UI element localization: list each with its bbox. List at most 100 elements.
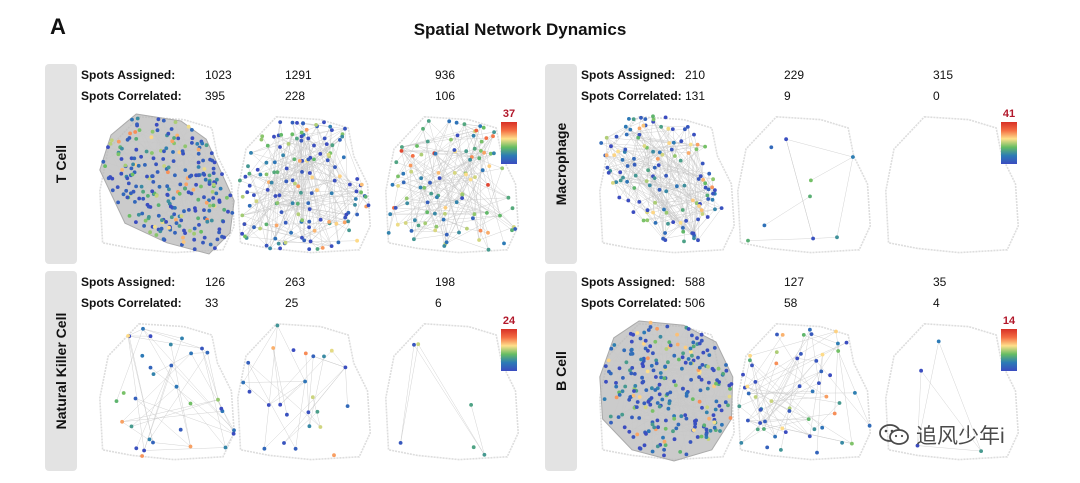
network-node [819,369,824,374]
network-node [643,346,648,351]
network-node [673,383,678,388]
network-node [665,324,670,329]
network-node [639,115,643,120]
network-node [513,227,517,231]
network-node [103,164,107,168]
network-node [139,154,143,159]
network-edge [435,131,476,154]
network-edge [810,156,854,181]
network-node [506,195,511,200]
network-edge [303,134,315,231]
network-edge [342,134,363,185]
network-edge [272,347,281,405]
network-edge [396,161,440,179]
network-node [681,229,686,234]
network-node [428,180,432,185]
network-edge [401,150,439,196]
network-node [258,172,263,177]
network-edge [748,381,756,394]
network-node [628,127,633,132]
network-node [192,231,197,236]
network-node [169,363,174,368]
network-edge [605,155,628,167]
spots-correlated-label: Spots Correlated: [81,296,182,310]
network-edge [345,367,348,407]
network-edge [622,177,685,186]
network-edge [615,332,638,387]
network-edge [658,164,699,241]
network-edge [461,193,489,250]
colorbar-max-label: 14 [1002,315,1016,327]
network-edge [917,445,982,452]
network-edge [116,328,144,402]
network-node [201,240,205,245]
network-panel [98,322,236,461]
network-node [419,152,424,157]
network-edge [175,122,186,171]
network-edge [445,159,471,208]
network-node [279,133,284,137]
network-node [230,211,235,215]
network-svg [98,113,520,255]
network-edge [454,151,489,186]
network-node [140,353,145,358]
network-panel [884,115,1020,254]
network-edge [388,207,396,233]
network-edge [639,128,685,186]
network-node [162,164,167,168]
network-node [129,156,134,161]
network-edge [188,192,223,222]
network-node [131,189,136,194]
network-node [409,229,414,233]
network-edge [331,350,346,368]
network-edge [247,362,296,449]
network-edge [632,334,651,405]
network-edge [292,122,303,172]
network-edge [110,176,172,218]
tissue-outline [736,115,872,254]
spots-correlated-label: Spots Correlated: [581,89,682,103]
network-node [683,360,688,365]
network-node [809,332,814,336]
network-node [837,401,842,405]
network-edge [454,172,509,198]
network-edge [174,145,207,176]
network-node [359,182,364,187]
network-node [425,139,430,144]
network-node [674,426,679,431]
network-node [695,142,700,147]
network-node [332,178,337,183]
network-edge [148,195,231,218]
network-node [707,171,712,176]
network-node [510,228,514,233]
network-node [355,212,359,217]
network-edge [152,442,191,447]
network-node [697,365,702,370]
network-node [199,184,203,189]
network-panel [736,115,872,254]
network-edge [653,121,706,188]
network-node [434,224,439,229]
network-edge [696,178,699,204]
network-node [612,153,617,157]
network-node [617,195,622,200]
network-node [425,210,430,215]
network-edge [665,419,715,430]
network-edge [634,187,683,211]
network-node [353,197,358,201]
network-node [611,181,615,185]
network-node [247,389,252,394]
network-node [482,150,486,155]
network-edge [306,160,336,168]
network-edge [195,175,223,222]
network-node [290,201,295,206]
network-node [148,334,153,339]
network-node [684,219,688,223]
network-node [259,137,264,142]
network-node [741,372,745,377]
network-node [393,206,398,210]
network-edge [686,395,691,443]
network-node [137,128,142,132]
network-edge [280,381,306,405]
network-edge [296,122,307,131]
